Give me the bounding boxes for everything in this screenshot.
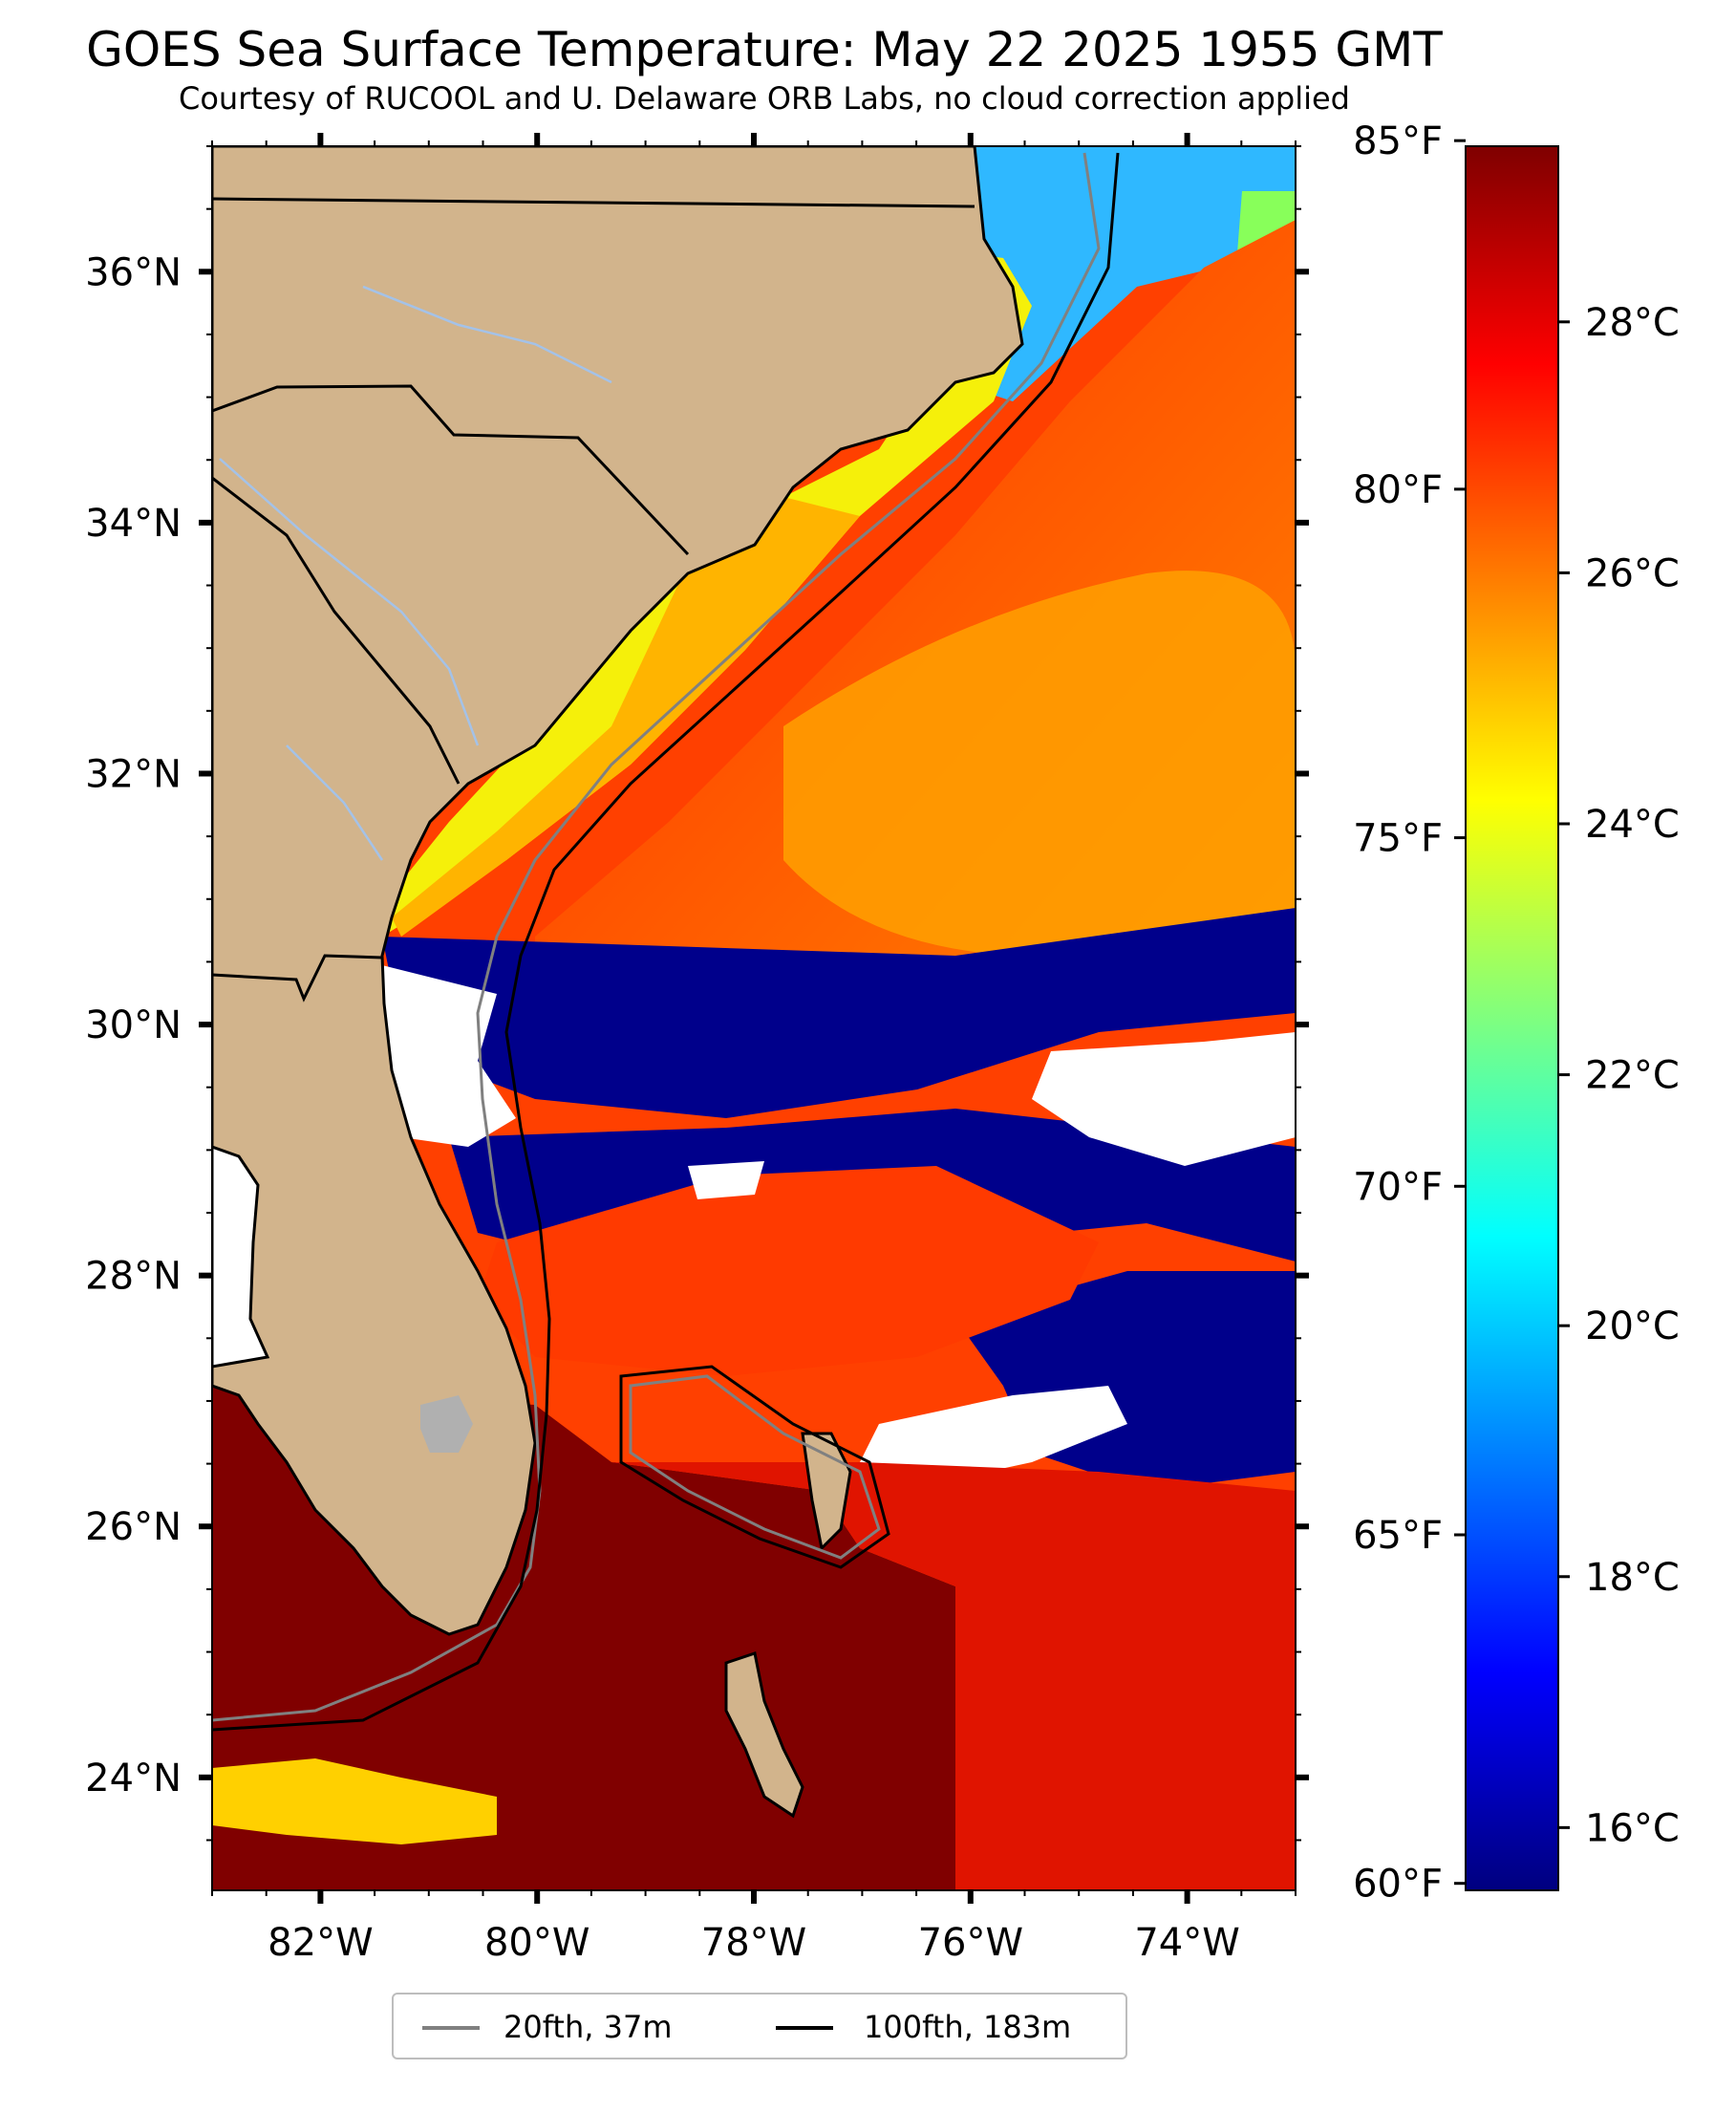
lon-tick-label-3: 76°W [918, 1921, 1023, 1965]
fahrenheit-tick-label-2: 70°F [1353, 1165, 1443, 1209]
celsius-tick-label-2: 20°C [1585, 1304, 1680, 1348]
celsius-tick-label-3: 22°C [1585, 1054, 1680, 1098]
cool-patch-southwest [212, 1758, 497, 1844]
celsius-tick-label-5: 26°C [1585, 551, 1680, 595]
lon-tick-label-2: 78°W [701, 1921, 806, 1965]
fahrenheit-tick-label-1: 65°F [1353, 1514, 1443, 1558]
cloud-mask-4 [860, 1386, 1127, 1491]
cold-band-1 [382, 908, 1296, 1118]
lon-tick-label-4: 74°W [1134, 1921, 1239, 1965]
lat-tick-label-2: 28°N [85, 1255, 182, 1299]
celsius-tick-label-0: 16°C [1585, 1806, 1680, 1850]
celsius-tick-label-4: 24°C [1585, 803, 1680, 847]
lat-tick-label-0: 24°N [85, 1757, 182, 1800]
fahrenheit-tick-label-3: 75°F [1353, 817, 1443, 861]
lat-tick-label-3: 30°N [85, 1003, 182, 1047]
fahrenheit-tick-label-0: 60°F [1353, 1863, 1443, 1907]
lake-okeechobee [420, 1395, 473, 1453]
ocean-cool-north [955, 146, 1296, 401]
celsius-tick-label-6: 28°C [1585, 301, 1680, 345]
legend-swatch-20fth [422, 2026, 480, 2030]
shelf-water-orange [392, 497, 860, 937]
isobath-100fth [212, 152, 1120, 1732]
land-andros [724, 1651, 804, 1819]
ocean-red-south [611, 1462, 1296, 1890]
eddy-warm [783, 571, 1296, 956]
colorbar-ticks: 16°C 18°C 20°C 22°C 24°C 26°C 28°C 60°F 65°F 70°F… [1353, 119, 1680, 1907]
isobath-20fth [212, 152, 1101, 1722]
land-gulf-coast-nw [212, 1145, 270, 1369]
legend-swatch-100fth [776, 2026, 833, 2030]
legend-label-20fth: 20fth, 37m [504, 2009, 673, 2045]
isobath-legend: 20fth, 37m 100fth, 183m [392, 1993, 1127, 2059]
cloud-mask-2 [1032, 1032, 1296, 1166]
lat-tick-label-6: 36°N [85, 250, 182, 294]
fahrenheit-tick-label-5: 85°F [1353, 119, 1443, 163]
colorbar [1465, 145, 1559, 1891]
state-border-sc-ga [212, 476, 461, 785]
fahrenheit-tick-label-4: 80°F [1353, 468, 1443, 512]
cloud-mask-3 [688, 1161, 764, 1199]
isobath-bahamas-20fth [629, 1374, 881, 1560]
legend-label-100fth: 100fth, 183m [864, 2009, 1072, 2045]
isobath-bahamas-100fth [619, 1365, 890, 1569]
map-subtitle: Courtesy of RUCOOL and U. Delaware ORB L… [179, 80, 1350, 117]
map-plot-area [212, 146, 1296, 1890]
map-title: GOES Sea Surface Temperature: May 22 202… [86, 22, 1443, 77]
state-border-ga-fl [212, 954, 383, 1003]
land-mainland [212, 146, 1024, 1636]
warm-tongue [478, 1166, 1099, 1376]
river-3 [286, 744, 384, 861]
lat-tick-label-5: 34°N [85, 502, 182, 546]
lon-tick-label-0: 82°W [268, 1921, 373, 1965]
lat-tick-label-4: 32°N [85, 752, 182, 796]
lon-tick-label-1: 80°W [484, 1921, 589, 1965]
state-border-va-nc [212, 197, 975, 208]
river-2 [362, 285, 612, 384]
map-ticks: 82°W 80°W 78°W 76°W 74°W 24°N 26°N 28°N 30°N 32°N… [85, 133, 1309, 1965]
lat-tick-label-1: 26°N [85, 1505, 182, 1549]
river-1 [219, 458, 480, 746]
celsius-tick-label-1: 18°C [1585, 1556, 1680, 1600]
state-border-nc-sc [212, 384, 690, 556]
